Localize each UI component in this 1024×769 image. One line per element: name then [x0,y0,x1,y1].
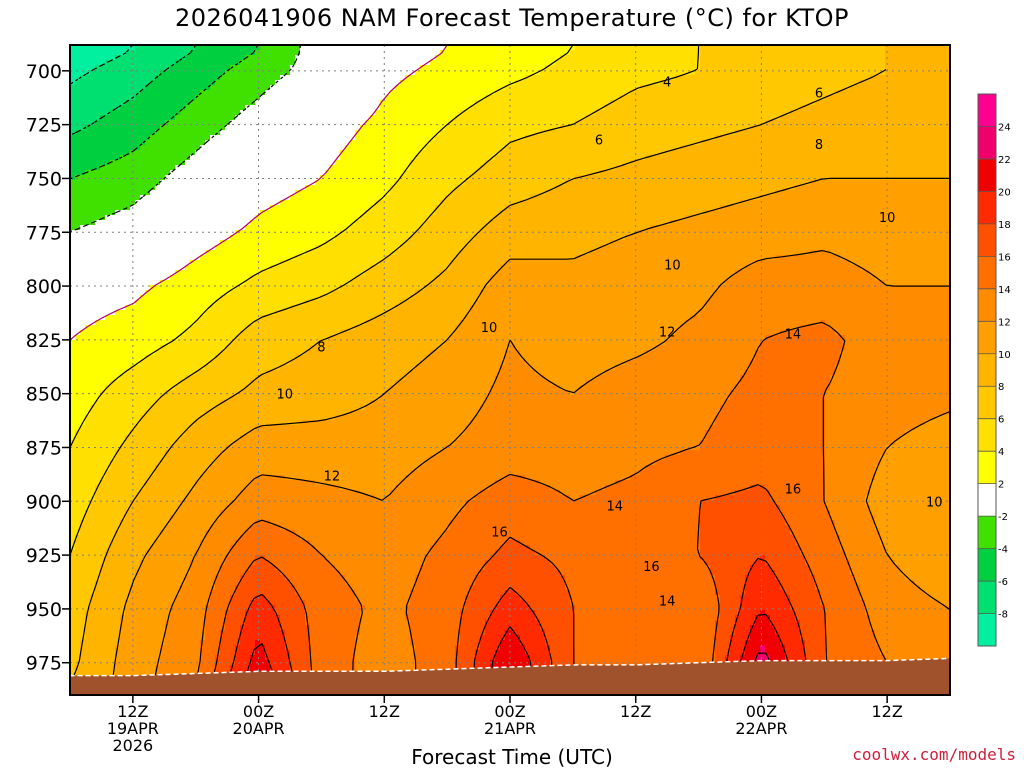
credit-link[interactable]: coolwx.com/models [852,745,1016,764]
contour-label: 14 [659,594,676,609]
colorbar-swatch [978,484,996,517]
contour-label: 6 [815,86,823,101]
colorbar-label: -8 [998,610,1008,621]
y-tick-label: 875 [26,437,62,459]
colorbar-label: 2 [998,480,1004,491]
colorbar-swatch [978,386,996,419]
chart-title: 2026041906 NAM Forecast Temperature (°C)… [0,4,1024,32]
y-tick-label: 775 [26,222,62,244]
y-tick-label: 950 [26,599,62,621]
contour-label: 6 [595,134,603,149]
colorbar-swatch [978,614,996,647]
y-tick-label: 725 [26,115,62,137]
contour-label: 10 [879,211,896,226]
contour-label: 16 [491,525,508,540]
colorbar-label: 18 [998,220,1011,231]
y-tick-label: 750 [26,168,62,190]
colorbar-label: 20 [998,187,1011,198]
colorbar-swatch [978,451,996,484]
contour-label: 4 [663,76,671,91]
y-tick-label: 975 [26,653,62,675]
y-tick-label: 700 [26,61,62,83]
x-tick-label: 12Z [369,702,400,721]
colorbar-label: 6 [998,415,1004,426]
colorbar-swatch [978,289,996,322]
x-tick-label: 20APR [233,719,285,738]
colorbar-label: 8 [998,382,1004,393]
contour-label: 16 [643,560,660,575]
colorbar-label: -6 [998,577,1008,588]
colorbar-swatch [978,581,996,614]
contour-label: 14 [785,327,802,342]
contour-label: 8 [317,340,325,355]
contour-label: 16 [785,482,802,497]
x-tick-label: 12Z [620,702,651,721]
contour-label: 8 [815,138,823,153]
colorbar-swatch [978,516,996,549]
contour-label: 10 [664,259,681,274]
contour-label: 12 [659,325,676,340]
colorbar-swatch [978,94,996,127]
contour-label: 10 [926,495,943,510]
colorbar-swatch [978,321,996,354]
x-tick-label: 22APR [735,719,787,738]
y-tick-label: 850 [26,384,62,406]
colorbar-swatch [978,159,996,192]
colorbar-label: 22 [998,155,1011,166]
colorbar-label: 24 [998,122,1011,133]
colorbar-label: -2 [998,512,1008,523]
colorbar-label: 14 [998,285,1011,296]
colorbar-label: 16 [998,252,1011,263]
colorbar-label: 10 [998,350,1011,361]
colorbar-swatch [978,191,996,224]
y-tick-label: 925 [26,545,62,567]
y-tick-label: 825 [26,330,62,352]
contour-label: 14 [606,500,623,515]
x-tick-label: 21APR [484,719,536,738]
colorbar-label: 4 [998,447,1004,458]
colorbar-swatch [978,126,996,159]
colorbar-label: -4 [998,545,1008,556]
contour-label: 10 [481,321,498,336]
colorbar-swatch [978,419,996,452]
colorbar-swatch [978,224,996,257]
contour-label: 10 [276,388,293,403]
colorbar: 24 22 20 18 16 14 12 10 8 6 4 2 -2 -4 -6 -8 [978,94,1011,647]
colorbar-label: 12 [998,317,1011,328]
colorbar-swatch [978,256,996,289]
forecast-chart: 4 6 6 8 10 10 8 10 12 14 10 12 14 16 16 10 16 14 700 725 75… [0,0,1024,768]
colorbar-swatch [978,549,996,582]
y-tick-label: 900 [26,491,62,513]
contour-label: 12 [324,469,341,484]
x-tick-label: 12Z [871,702,902,721]
y-tick-label: 800 [26,276,62,298]
colorbar-swatch [978,354,996,387]
